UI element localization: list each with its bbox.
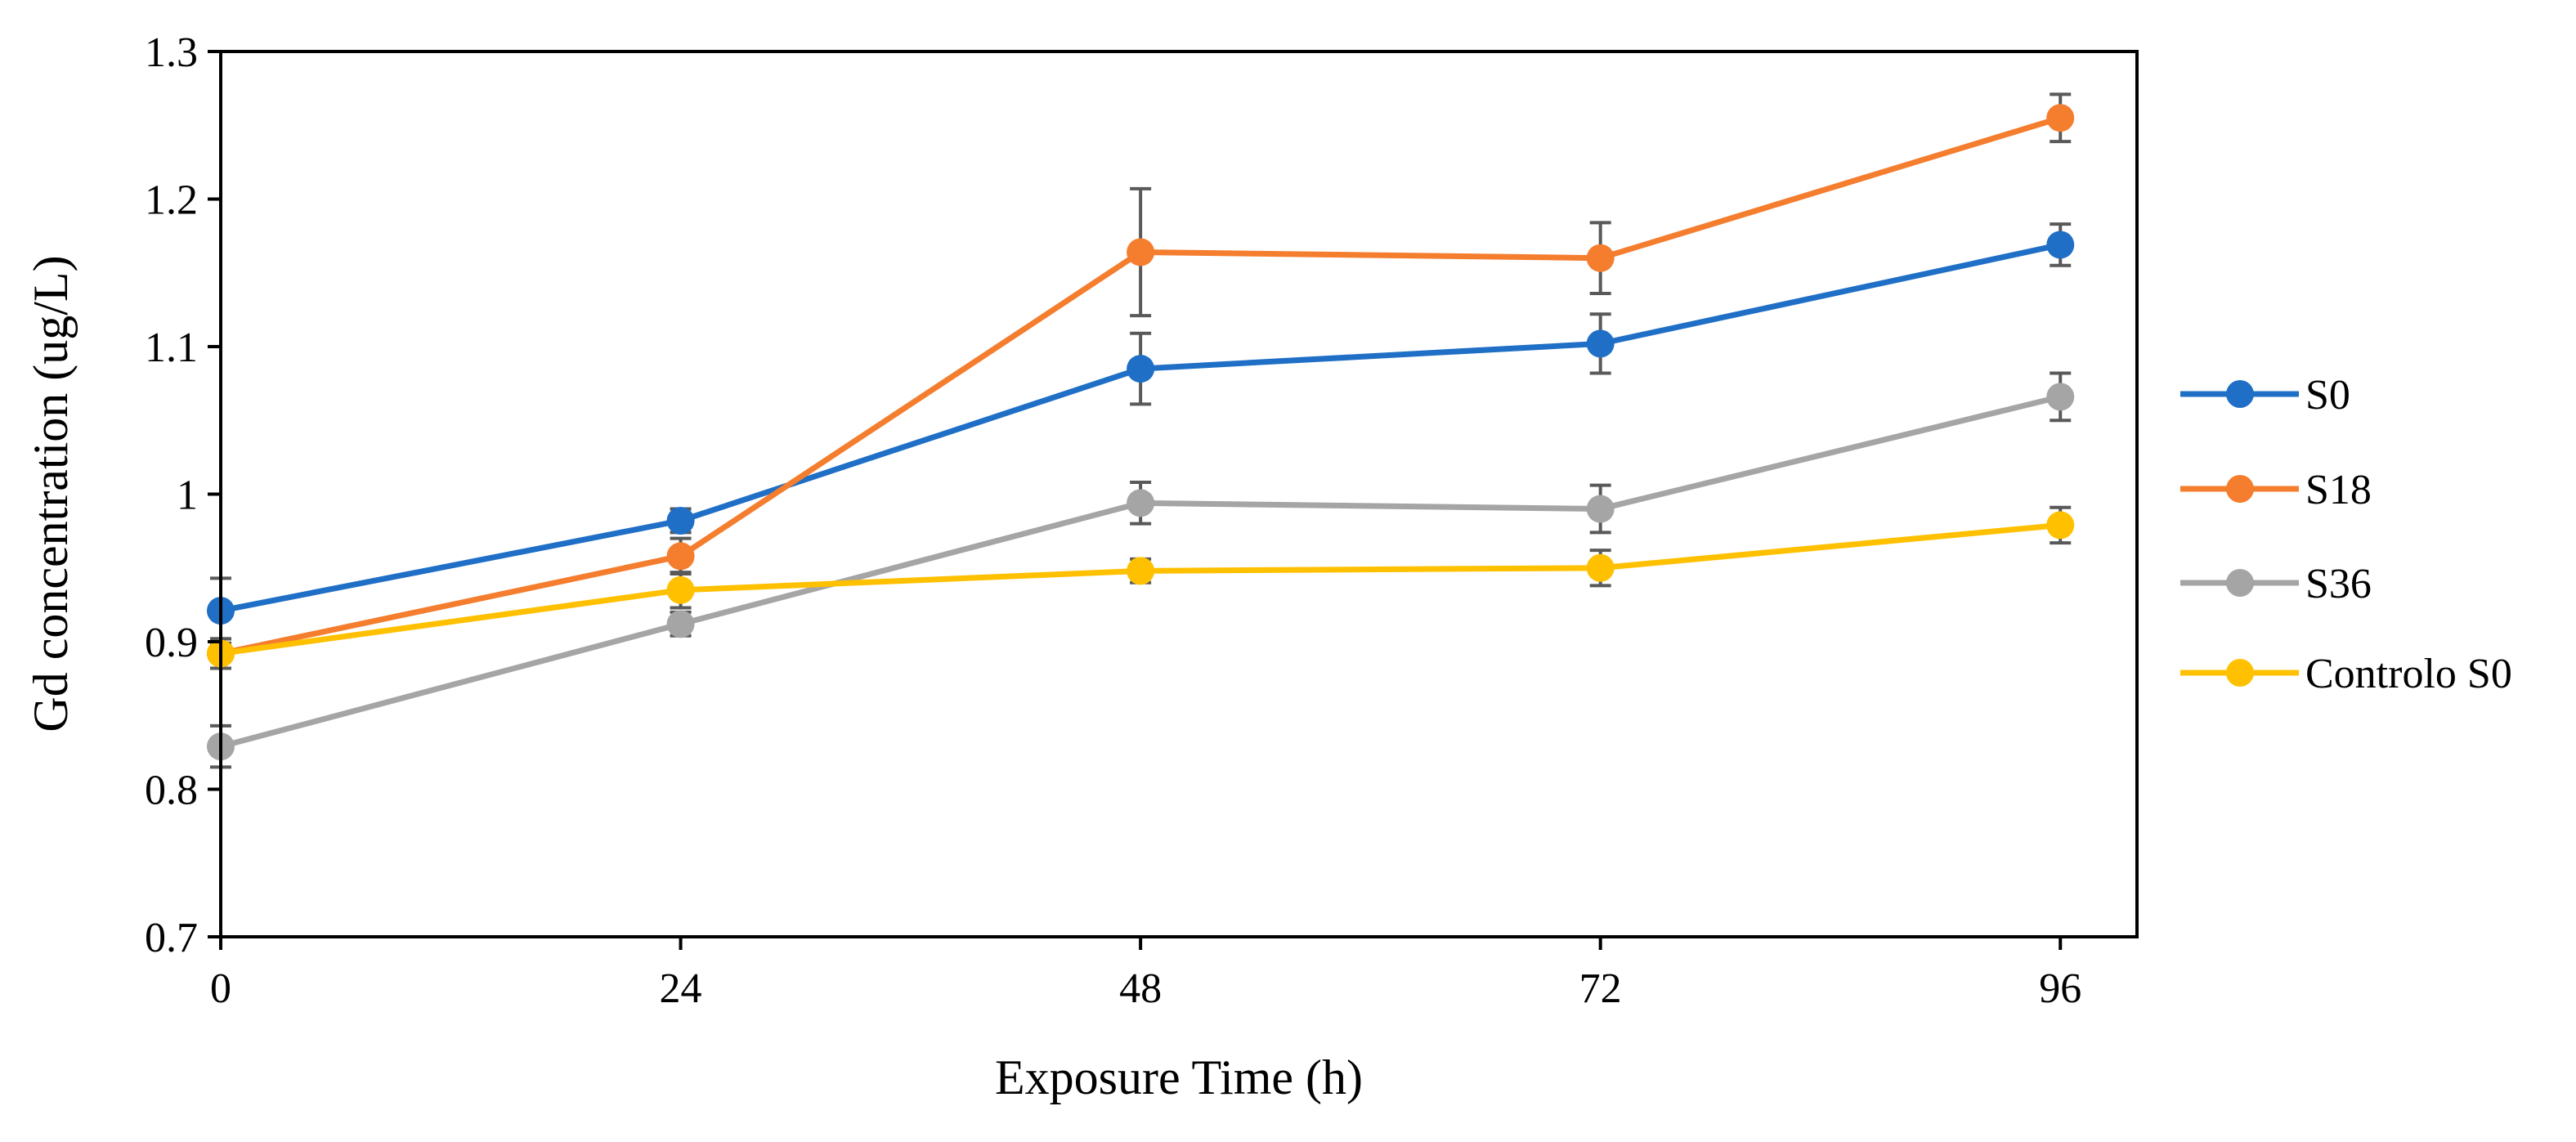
data-point-s18 — [666, 542, 695, 571]
y-tick-label: 1.2 — [145, 177, 198, 224]
data-point-s36 — [1586, 495, 1615, 523]
data-point-controlo-s0 — [666, 575, 695, 604]
legend-swatch-marker — [2226, 569, 2254, 597]
legend-swatch-marker — [2226, 475, 2254, 503]
legend-swatch-marker — [2226, 380, 2254, 408]
y-tick-label: 1 — [177, 472, 198, 519]
legend-label: S0 — [2305, 372, 2350, 419]
data-point-s36 — [2046, 383, 2075, 411]
legend: S0 S18 S36 Controlo S0 — [2180, 372, 2512, 697]
x-axis-label: Exposure Time (h) — [995, 1050, 1363, 1104]
x-tick-label: 24 — [660, 965, 702, 1012]
y-axis-label: Gd concentration (ug/L) — [24, 255, 78, 732]
series-points — [207, 104, 2075, 761]
y-tick-label: 1.1 — [145, 325, 198, 371]
legend-item-controlo-s0: Controlo S0 — [2180, 651, 2512, 697]
data-point-s0 — [1586, 329, 1615, 358]
data-point-controlo-s0 — [1127, 557, 1155, 585]
axis-ticks — [208, 50, 2063, 950]
x-axis-tick-labels: 0 24 48 72 96 — [210, 965, 2081, 1012]
legend-label: S36 — [2305, 561, 2372, 607]
x-tick-label: 48 — [1119, 965, 1162, 1012]
x-tick-label: 0 — [210, 965, 231, 1012]
data-point-s36 — [1127, 489, 1155, 517]
legend-label: S18 — [2305, 467, 2372, 513]
y-axis-tick-labels: 0.7 0.8 0.9 1 1.1 1.2 1.3 — [145, 29, 198, 961]
x-tick-label: 72 — [1579, 965, 1622, 1012]
legend-item-s18: S18 — [2180, 467, 2372, 513]
data-point-controlo-s0 — [2046, 511, 2075, 540]
y-tick-label: 1.3 — [145, 29, 198, 76]
data-point-s0 — [666, 506, 695, 535]
data-point-s0 — [1127, 355, 1155, 383]
legend-swatch-marker — [2226, 659, 2254, 687]
data-point-s36 — [666, 610, 695, 638]
data-point-s18 — [1127, 238, 1155, 266]
data-point-s0 — [2046, 231, 2075, 259]
x-tick-label: 96 — [2039, 965, 2081, 1012]
y-tick-label: 0.7 — [145, 915, 198, 961]
legend-item-s0: S0 — [2180, 372, 2350, 419]
y-tick-label: 0.8 — [145, 768, 198, 814]
data-point-controlo-s0 — [1586, 553, 1615, 582]
y-tick-label: 0.9 — [145, 620, 198, 666]
data-point-s18 — [2046, 104, 2075, 132]
data-point-s18 — [1586, 244, 1615, 272]
legend-label: Controlo S0 — [2305, 651, 2512, 697]
legend-item-s36: S36 — [2180, 561, 2372, 607]
